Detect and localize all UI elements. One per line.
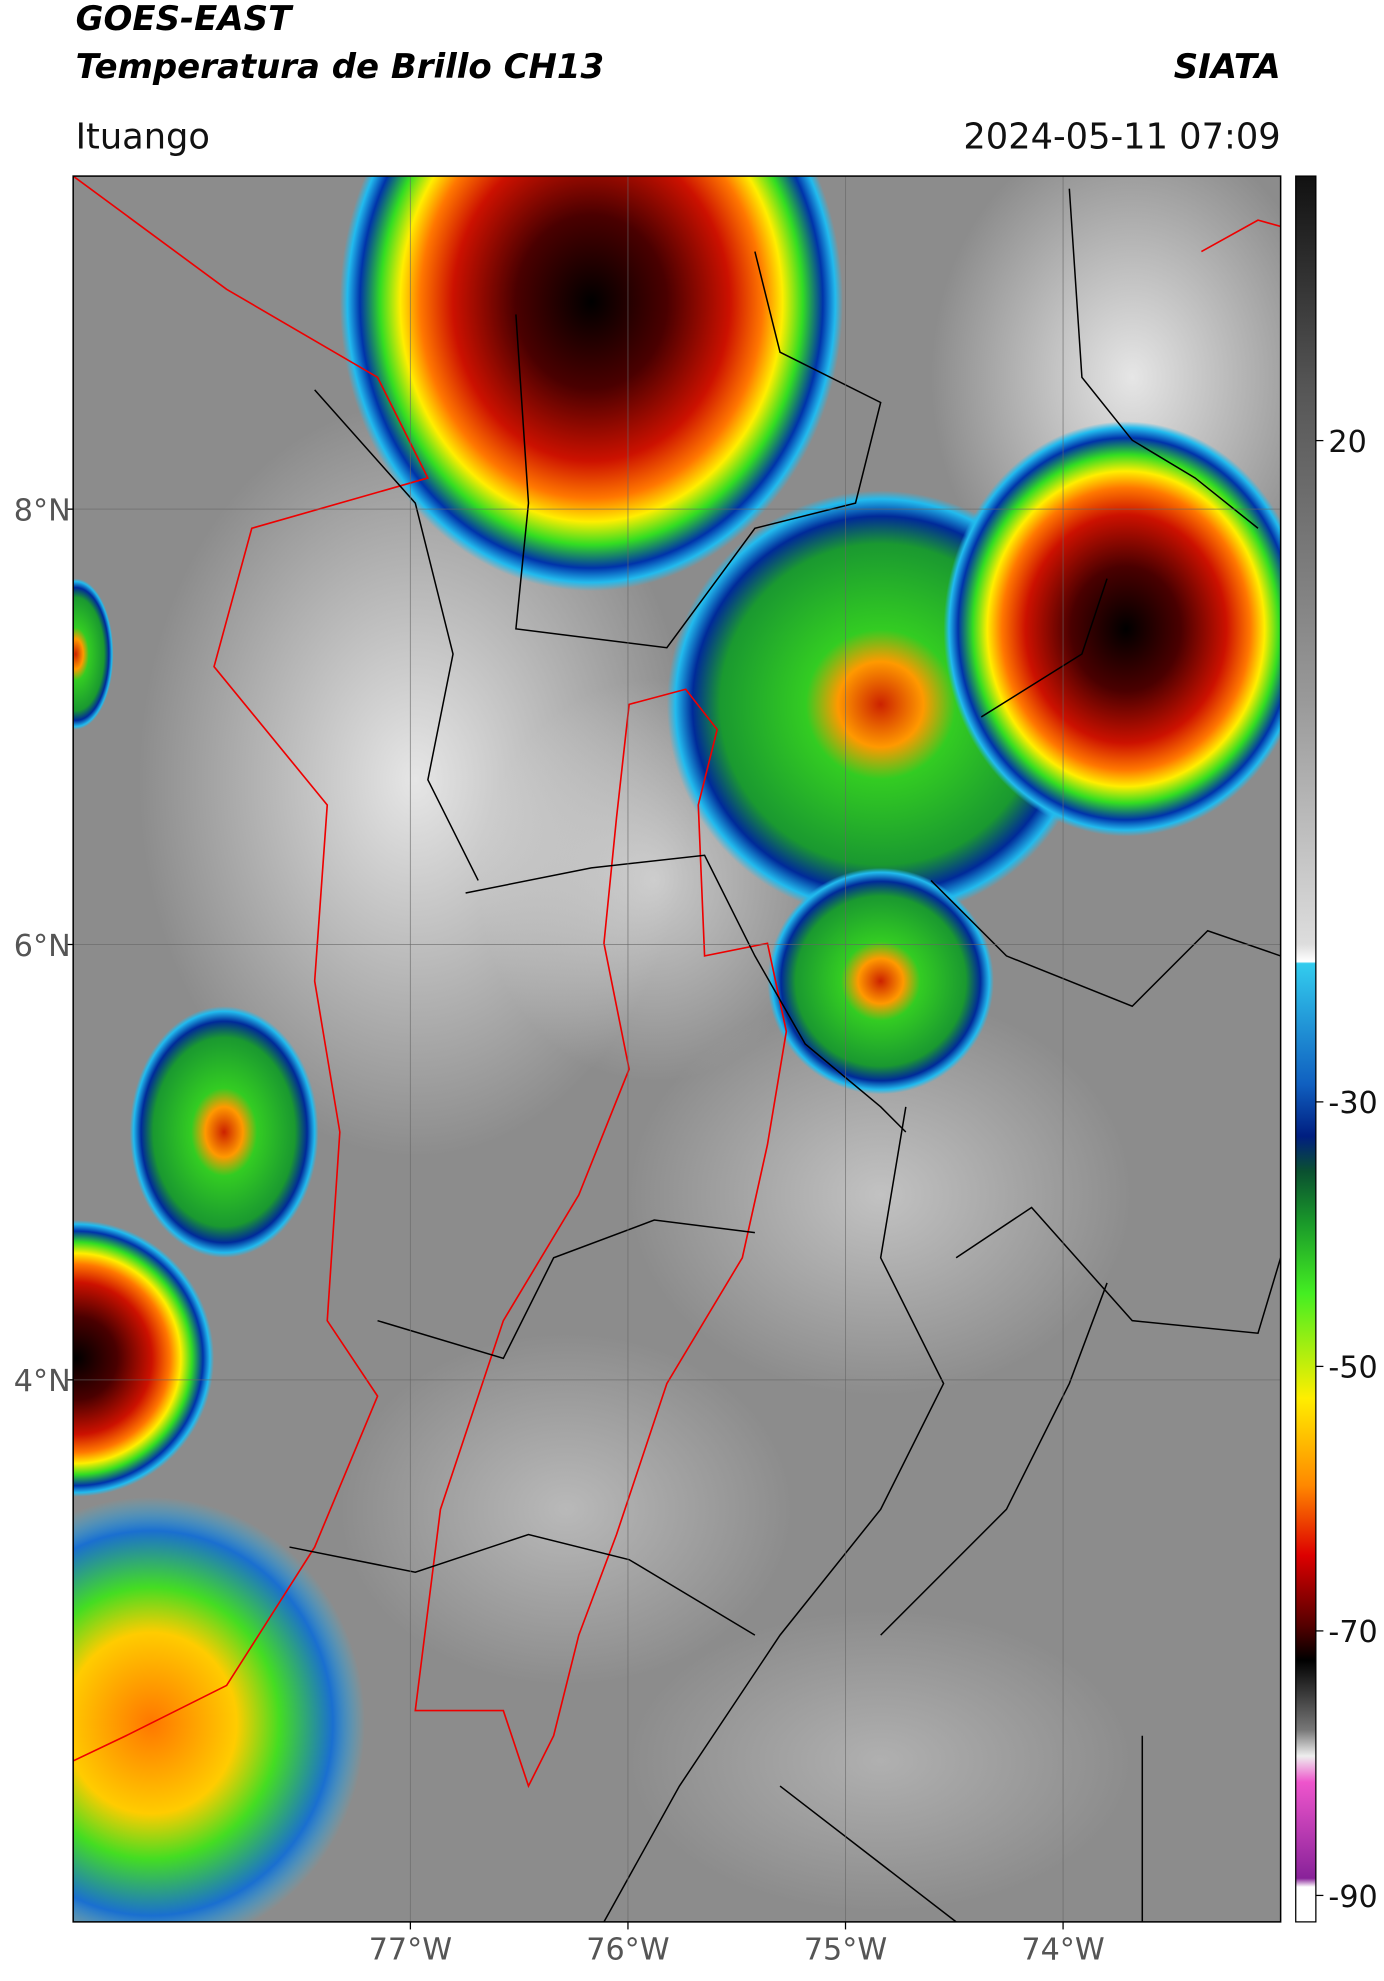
colorbar — [1295, 175, 1317, 1923]
datetime: 2024-05-11 07:09 — [963, 116, 1280, 157]
colorbar-label: -70 — [1328, 1615, 1377, 1650]
colorbar-label: -50 — [1328, 1351, 1377, 1386]
lat-label: 8°N — [14, 493, 71, 528]
title-product: Temperatura de Brillo CH13 — [76, 47, 604, 87]
colorbar-label: -30 — [1328, 1086, 1377, 1121]
lat-label: 4°N — [14, 1364, 71, 1399]
colorbar-label: -90 — [1328, 1880, 1377, 1915]
lon-label: 76°W — [586, 1933, 669, 1968]
map-frame — [72, 175, 1282, 1923]
lon-label: 74°W — [1021, 1933, 1104, 1968]
location: Ituango — [76, 116, 210, 157]
lon-label: 77°W — [369, 1933, 452, 1968]
colorbar-label: 20 — [1328, 425, 1366, 460]
organization: SIATA — [1174, 47, 1281, 87]
lon-label: 75°W — [804, 1933, 887, 1968]
lat-label: 6°N — [14, 929, 71, 964]
title-satellite: GOES-EAST — [76, 0, 294, 39]
satellite-image — [73, 176, 1281, 1922]
